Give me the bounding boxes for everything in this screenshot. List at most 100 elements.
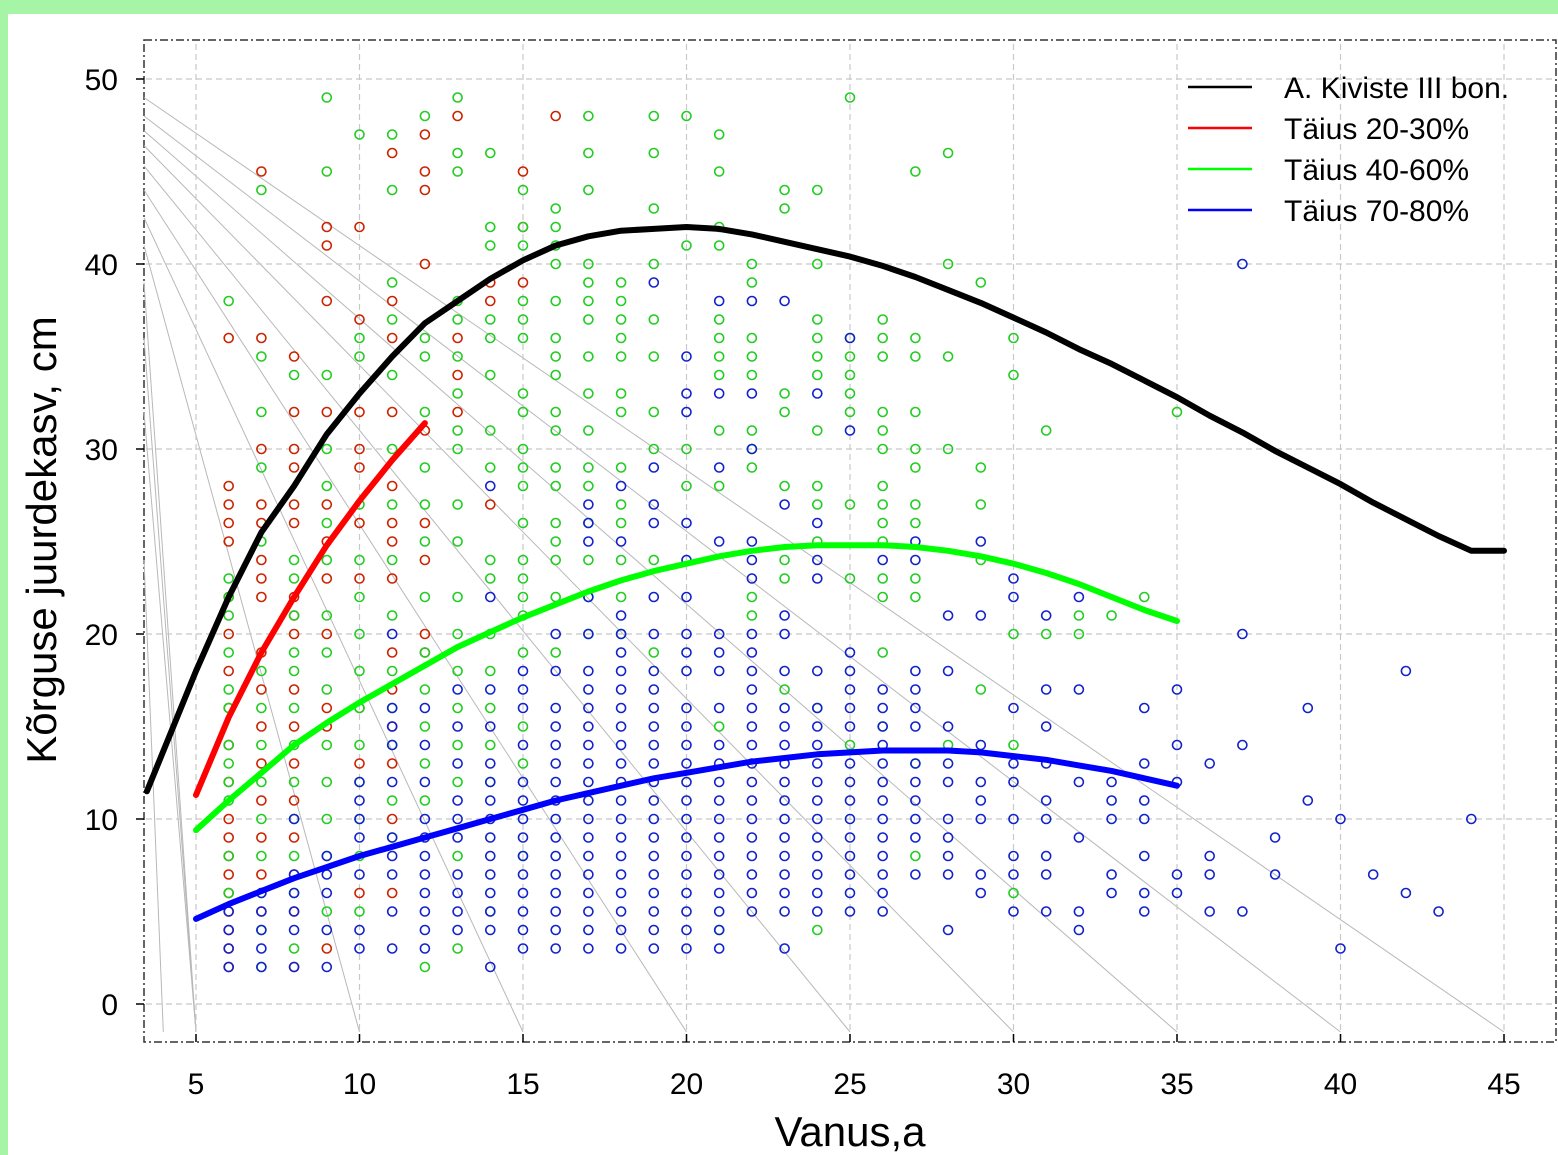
scatter-point bbox=[256, 184, 267, 196]
scatter-point bbox=[419, 702, 431, 714]
series-line bbox=[193, 747, 1180, 922]
scatter-point bbox=[942, 776, 954, 788]
scatter-point bbox=[452, 943, 463, 954]
scatter-point bbox=[877, 832, 889, 843]
scatter-point bbox=[713, 314, 725, 325]
scatter-point bbox=[1106, 610, 1117, 621]
scatter-point bbox=[648, 850, 660, 862]
scatter-point bbox=[746, 665, 758, 677]
scatter-point bbox=[910, 499, 921, 510]
scatter-point bbox=[288, 721, 300, 732]
scatter-point bbox=[648, 591, 660, 603]
scatter-point bbox=[288, 628, 300, 640]
scatter-point bbox=[484, 554, 496, 566]
scatter-point bbox=[583, 499, 594, 510]
guide-line bbox=[143, 559, 164, 1033]
scatter-point bbox=[354, 573, 365, 584]
y-tick-label: 50 bbox=[85, 64, 118, 97]
scatter-point bbox=[1008, 591, 1019, 603]
scatter-point bbox=[779, 795, 790, 806]
scatter-point bbox=[1008, 906, 1019, 917]
scatter-point bbox=[681, 406, 692, 418]
scatter-point bbox=[910, 869, 921, 880]
scatter-point bbox=[844, 684, 856, 695]
scatter-point bbox=[321, 221, 333, 233]
scatter-point bbox=[550, 332, 562, 344]
scatter-point bbox=[811, 776, 823, 788]
scatter-point bbox=[288, 795, 300, 806]
scatter-point bbox=[583, 924, 594, 936]
guide-line bbox=[143, 130, 1178, 1033]
scatter-point bbox=[386, 610, 398, 621]
scatter-point bbox=[484, 776, 496, 788]
scatter-point bbox=[844, 665, 856, 677]
scatter-point bbox=[223, 776, 234, 788]
scatter-point bbox=[386, 776, 398, 788]
scatter-point bbox=[1106, 869, 1117, 880]
scatter-point bbox=[550, 369, 562, 381]
scatter-point bbox=[452, 351, 463, 362]
scatter-point bbox=[713, 906, 725, 917]
scatter-point bbox=[583, 388, 594, 399]
scatter-point bbox=[877, 684, 889, 695]
scatter-point bbox=[452, 776, 463, 788]
scatter-point bbox=[256, 906, 267, 917]
scatter-point bbox=[583, 758, 594, 769]
scatter-point bbox=[321, 906, 333, 917]
scatter-point bbox=[321, 813, 333, 825]
scatter-point bbox=[354, 739, 365, 751]
scatter-point bbox=[648, 758, 660, 769]
scatter-point bbox=[550, 906, 562, 917]
scatter-point bbox=[648, 554, 660, 566]
scatter-point bbox=[386, 758, 398, 769]
scatter-point bbox=[484, 887, 496, 899]
scatter-point bbox=[615, 684, 627, 695]
scatter-point bbox=[1269, 832, 1281, 843]
scatter-point bbox=[746, 369, 758, 381]
scatter-point bbox=[484, 684, 496, 695]
scatter-point bbox=[517, 388, 529, 399]
scatter-point bbox=[550, 203, 562, 214]
scatter-point bbox=[386, 129, 398, 140]
scatter-point bbox=[583, 314, 594, 325]
scatter-point bbox=[811, 869, 823, 880]
scatter-point bbox=[681, 887, 692, 899]
scatter-point bbox=[517, 314, 529, 325]
guide-line bbox=[143, 97, 1505, 1033]
scatter-point bbox=[648, 813, 660, 825]
scatter-point bbox=[779, 184, 790, 196]
guide-line bbox=[143, 145, 1014, 1033]
scatter-point bbox=[779, 739, 790, 751]
scatter-point bbox=[517, 832, 529, 843]
scatter-point bbox=[256, 961, 267, 973]
scatter-point bbox=[386, 869, 398, 880]
scatter-point bbox=[354, 628, 365, 640]
scatter-point bbox=[877, 813, 889, 825]
scatter-point bbox=[648, 795, 660, 806]
scatter-point bbox=[517, 480, 529, 492]
scatter-point bbox=[975, 536, 987, 547]
scatter-point bbox=[648, 924, 660, 936]
scatter-point bbox=[877, 443, 889, 455]
scatter-point bbox=[484, 295, 496, 307]
scatter-point bbox=[583, 721, 594, 732]
scatter-point bbox=[517, 887, 529, 899]
scatter-point bbox=[811, 258, 823, 270]
y-axis-ticks: 0 10 20 30 40 50 bbox=[85, 64, 144, 1022]
scatter-point bbox=[386, 406, 398, 418]
scatter-point bbox=[1008, 369, 1019, 381]
scatter-point bbox=[942, 758, 954, 769]
scatter-point bbox=[452, 795, 463, 806]
scatter-point bbox=[419, 795, 431, 806]
scatter-point bbox=[746, 850, 758, 862]
scatter-point bbox=[648, 628, 660, 640]
scatter-point bbox=[844, 499, 856, 510]
scatter-point bbox=[746, 906, 758, 917]
scatter-point bbox=[419, 462, 431, 473]
y-tick-label: 0 bbox=[101, 989, 118, 1022]
scatter-point bbox=[223, 739, 234, 751]
scatter-point bbox=[942, 832, 954, 843]
x-tick-label: 20 bbox=[670, 1068, 703, 1101]
scatter-point bbox=[1367, 869, 1379, 880]
